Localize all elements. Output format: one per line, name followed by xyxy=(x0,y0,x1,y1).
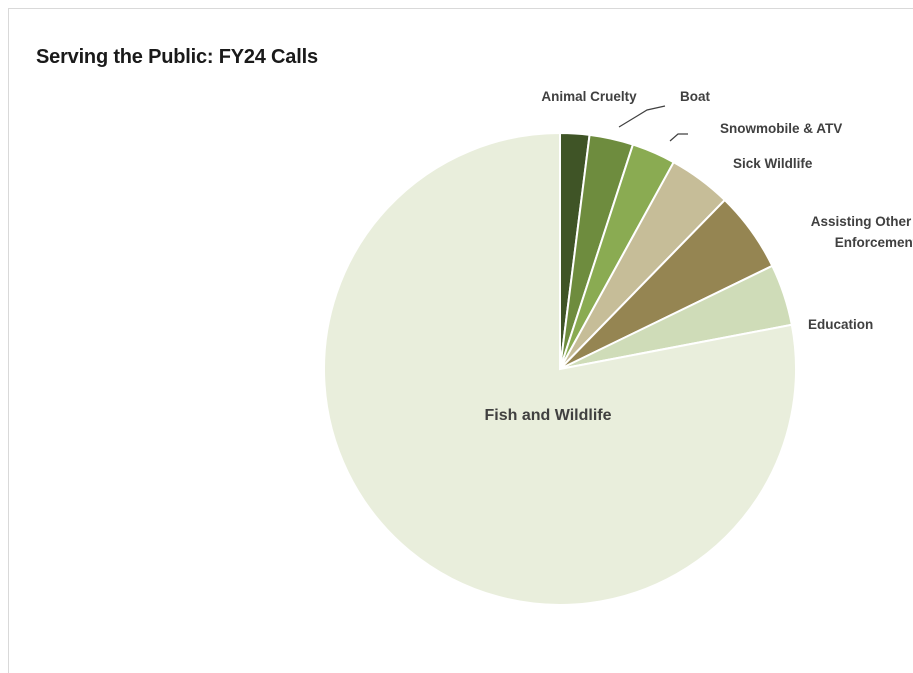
slice-label-fish-and-wildlife: Fish and Wildlife xyxy=(485,407,612,424)
slice-label-boat: Boat xyxy=(680,89,711,104)
pie-slice-fish-and-wildlife xyxy=(323,131,797,606)
chart-frame xyxy=(8,8,913,673)
leader-line-snowmobile-atv xyxy=(669,133,688,142)
slice-label-snowmobile-and-atv: Snowmobile & ATV xyxy=(720,121,842,136)
slice-label-animal-cruelty: Animal Cruelty xyxy=(541,89,637,104)
slice-label-education: Education xyxy=(808,317,873,332)
leader-line-boat xyxy=(618,105,666,128)
chart-title: Serving the Public: FY24 Calls xyxy=(36,46,318,68)
slice-label-sick-wildlife: Sick Wildlife xyxy=(733,156,813,171)
slice-label-assisting-other-law-enforcement: Assisting Other LawEnforcement xyxy=(811,214,913,250)
